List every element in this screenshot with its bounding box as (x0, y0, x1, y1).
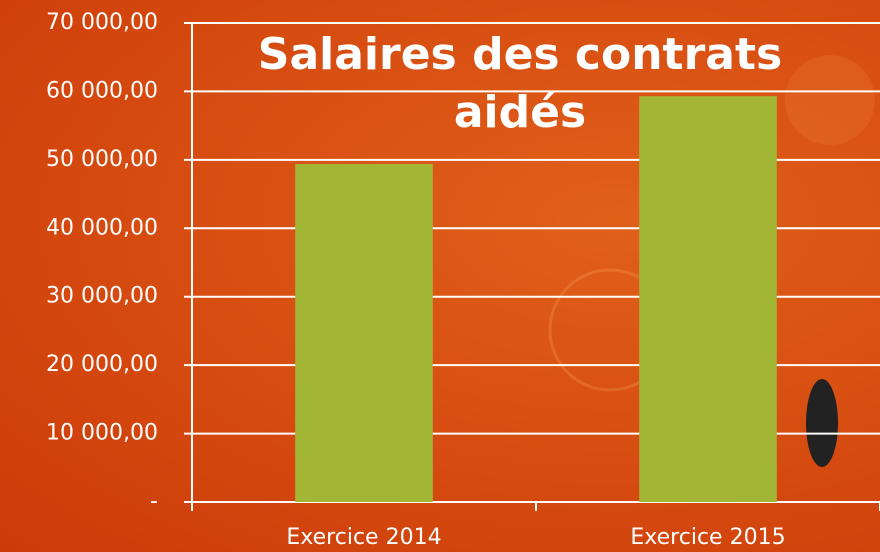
bar (639, 96, 777, 502)
bar (295, 164, 433, 502)
y-tick-label: 50 000,00 (46, 147, 158, 172)
y-tick-label: 40 000,00 (46, 215, 158, 240)
y-tick-label: 10 000,00 (46, 421, 158, 446)
page: - 10 000,00 20 000,00 30 000,00 40 000,00 50 … (0, 0, 880, 552)
x-tick-label: Exercice 2015 (630, 525, 785, 550)
x-tick-label: Exercice 2014 (286, 525, 441, 550)
y-tick-label: 20 000,00 (46, 352, 158, 377)
chart-title: Salaires des contrats aidés (225, 26, 815, 142)
y-tick-label: 70 000,00 (46, 10, 158, 35)
y-tick-label: - (150, 489, 158, 514)
decor-shape (806, 379, 838, 467)
y-tick-label: 30 000,00 (46, 284, 158, 309)
y-tick-label: 60 000,00 (46, 78, 158, 103)
